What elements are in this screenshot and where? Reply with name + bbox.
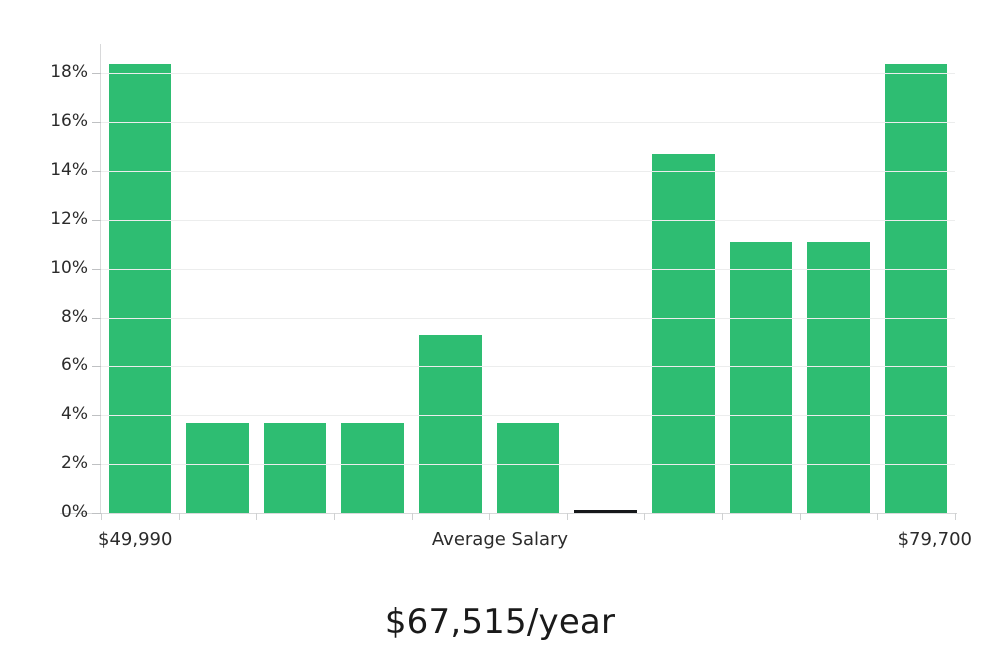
y-tick-label-wrap: 14% (18, 162, 88, 179)
bar (341, 422, 405, 513)
gridline (101, 171, 955, 173)
gridline (101, 122, 955, 124)
x-tick-mark (955, 513, 956, 520)
x-tick-mark (411, 513, 413, 520)
y-tick-mark (92, 219, 101, 221)
y-tick-mark (92, 268, 101, 270)
bar (108, 63, 172, 513)
bar (574, 510, 637, 513)
bar (807, 241, 870, 513)
y-tick-mark (92, 317, 101, 319)
y-tick-mark (92, 464, 101, 466)
y-tick-label-wrap: 12% (18, 208, 88, 229)
y-tick-label: 0% (61, 502, 88, 522)
y-tick-mark (92, 73, 101, 75)
y-tick-label: 6% (61, 355, 88, 376)
gridline (101, 464, 955, 466)
x-tick-mark (333, 513, 335, 520)
bar (419, 334, 482, 513)
y-tick-mark (92, 122, 101, 124)
bar (263, 422, 327, 513)
y-tick-label: 10% (50, 257, 88, 278)
x-axis-title: Average Salary (431, 529, 569, 550)
y-tick-label-wrap: 18% (18, 64, 88, 81)
x-tick-mark (799, 513, 801, 520)
bar (186, 422, 249, 513)
y-tick-mark (92, 366, 101, 368)
y-tick-mark (92, 171, 101, 173)
y-tick-mark (92, 513, 101, 514)
x-axis-min-label: $49,990 (98, 529, 173, 550)
gridline (101, 415, 955, 417)
bar (651, 153, 715, 513)
x-tick-mark (101, 513, 102, 520)
y-tick-label: 12% (50, 208, 88, 229)
x-tick-mark (256, 513, 258, 520)
x-tick-mark (644, 513, 646, 520)
bar (729, 241, 793, 513)
y-axis-line (100, 44, 101, 513)
gridline (101, 268, 955, 270)
y-tick-label-wrap: 2% (18, 455, 88, 472)
gridline (101, 366, 955, 368)
bar (496, 422, 560, 513)
y-tick-label: 14% (50, 160, 88, 181)
x-axis-line (60, 513, 957, 514)
y-tick-label: 2% (61, 453, 88, 474)
gridline (101, 317, 955, 319)
y-tick-label: 18% (50, 62, 88, 83)
x-axis-max-label: $79,700 (897, 529, 972, 550)
plot-area (101, 44, 955, 513)
y-tick-label-wrap: 0% (18, 504, 88, 521)
bar (884, 63, 948, 513)
y-tick-label: 16% (50, 111, 88, 132)
y-tick-label: 8% (61, 306, 88, 327)
y-tick-label-wrap: 6% (18, 357, 88, 374)
chart-caption: $67,515/year (384, 602, 616, 642)
x-tick-mark (489, 513, 491, 520)
y-tick-label-wrap: 10% (18, 257, 88, 278)
y-tick-mark (92, 415, 101, 417)
x-tick-mark (566, 513, 568, 520)
x-tick-mark (178, 513, 180, 520)
x-tick-mark (877, 513, 879, 520)
y-tick-label-wrap: 4% (18, 406, 88, 423)
y-tick-label-wrap: 16% (18, 113, 88, 130)
gridline (101, 219, 955, 221)
x-tick-mark (722, 513, 724, 520)
y-tick-label: 4% (61, 404, 88, 425)
y-tick-label-wrap: 8% (18, 306, 88, 327)
gridline (101, 73, 955, 75)
